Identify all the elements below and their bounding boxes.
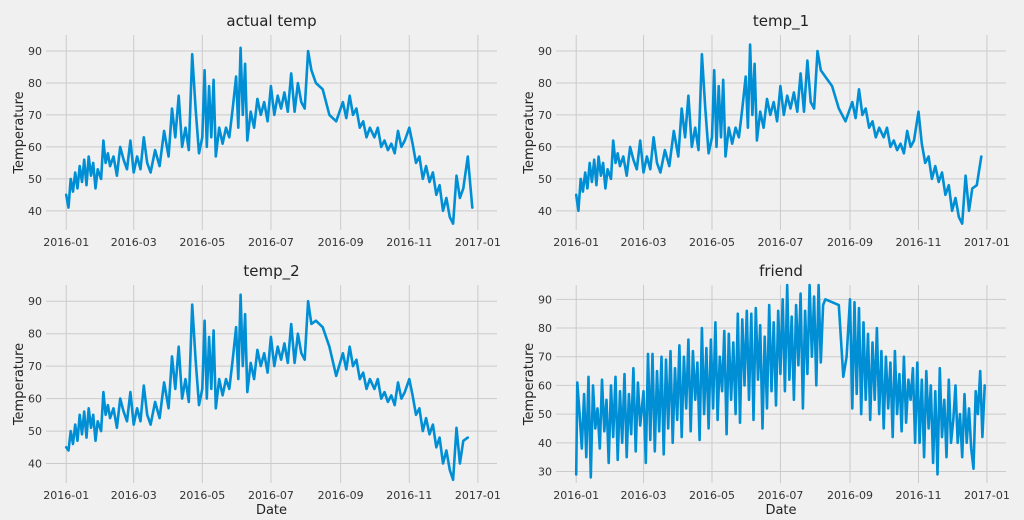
y-tick-label: 40: [538, 205, 552, 218]
y-tick-label: 80: [28, 77, 42, 90]
y-tick-label: 50: [28, 173, 42, 186]
series-line: [574, 283, 986, 479]
x-tick-label: 2016-09: [827, 489, 873, 502]
x-tick-label: 2016-01: [43, 489, 89, 502]
x-tick-label: 2016-03: [111, 489, 157, 502]
y-axis-label: Temperature: [522, 91, 537, 174]
subplot-title: temp_2: [243, 262, 299, 281]
x-tick-label: 2016-05: [689, 489, 735, 502]
x-tick-label: 2016-09: [318, 489, 364, 502]
x-tick-label: 2016-11: [386, 489, 432, 502]
x-axis-label: Date: [256, 503, 287, 518]
x-tick-label: 2016-11: [895, 236, 941, 249]
y-tick-label: 40: [28, 205, 42, 218]
x-tick-label: 2016-07: [757, 236, 803, 249]
grid: [46, 285, 497, 483]
y-axis-label: Temperature: [12, 343, 27, 426]
y-tick-label: 80: [538, 322, 552, 335]
y-tick-label: 40: [28, 458, 42, 471]
y-tick-label: 60: [538, 379, 552, 392]
y-tick-label: 90: [28, 295, 42, 308]
tick-labels: 2016-01 2016-03 2016-05 2016-07 2016-09 2016-…: [28, 295, 501, 502]
tick-labels: 2016-01 2016-03 2016-05 2016-07 2016-09 2016-…: [28, 45, 501, 249]
y-tick-label: 80: [538, 77, 552, 90]
grid: [46, 35, 497, 230]
y-tick-label: 70: [538, 109, 552, 122]
y-tick-label: 90: [28, 45, 42, 58]
x-tick-label: 2017-01: [455, 236, 501, 249]
x-tick-label: 2016-07: [248, 236, 294, 249]
x-tick-label: 2016-11: [386, 236, 432, 249]
y-tick-label: 30: [538, 466, 552, 479]
x-tick-label: 2016-03: [621, 236, 667, 249]
subplot-friend: friend Temperature Date 2016-01 2016-03 20…: [522, 262, 1010, 518]
x-tick-label: 2016-05: [179, 489, 225, 502]
y-axis-label: Temperature: [12, 91, 27, 174]
y-tick-label: 60: [538, 141, 552, 154]
y-tick-label: 70: [28, 109, 42, 122]
x-tick-label: 2016-03: [111, 236, 157, 249]
y-tick-label: 70: [28, 360, 42, 373]
x-tick-label: 2017-01: [964, 236, 1010, 249]
y-tick-label: 80: [28, 328, 42, 341]
y-tick-label: 90: [538, 45, 552, 58]
tick-labels: 2016-01 2016-03 2016-05 2016-07 2016-09 2016-…: [538, 45, 1010, 249]
x-tick-label: 2016-11: [895, 489, 941, 502]
y-tick-label: 50: [538, 173, 552, 186]
x-tick-label: 2016-05: [689, 236, 735, 249]
tick-labels: 2016-01 2016-03 2016-05 2016-07 2016-09 2016-…: [538, 293, 1010, 502]
y-tick-label: 60: [28, 141, 42, 154]
x-tick-label: 2017-01: [455, 489, 501, 502]
x-tick-label: 2016-09: [318, 236, 364, 249]
x-tick-label: 2017-01: [964, 489, 1010, 502]
x-tick-label: 2016-03: [621, 489, 667, 502]
y-tick-label: 50: [538, 408, 552, 421]
x-tick-label: 2016-01: [43, 236, 89, 249]
subplot-title: actual temp: [226, 12, 316, 30]
x-tick-label: 2016-01: [553, 489, 599, 502]
subplot-temp-1: temp_1 Temperature 2016-01 2016-03 2016-05…: [522, 12, 1010, 249]
x-axis-label: Date: [765, 503, 796, 518]
x-tick-label: 2016-05: [179, 236, 225, 249]
subplot-temp-2: temp_2 Temperature Date 2016-01 2016-03 20…: [12, 262, 501, 518]
series-line: [574, 43, 983, 225]
y-tick-label: 50: [28, 425, 42, 438]
y-axis-label: Temperature: [522, 343, 537, 426]
x-tick-label: 2016-07: [248, 489, 294, 502]
x-tick-label: 2016-01: [553, 236, 599, 249]
grid: [556, 35, 1006, 230]
y-tick-label: 70: [538, 351, 552, 364]
subplot-actual-temp: actual temp Temperature 2016-01 2016-03 20…: [12, 12, 501, 249]
subplot-title: temp_1: [753, 12, 809, 31]
y-tick-label: 90: [538, 293, 552, 306]
y-tick-label: 40: [538, 437, 552, 450]
series-line: [64, 293, 470, 482]
y-tick-label: 60: [28, 393, 42, 406]
subplot-title: friend: [759, 262, 803, 280]
x-tick-label: 2016-09: [827, 236, 873, 249]
series-line: [64, 46, 474, 225]
x-tick-label: 2016-07: [757, 489, 803, 502]
